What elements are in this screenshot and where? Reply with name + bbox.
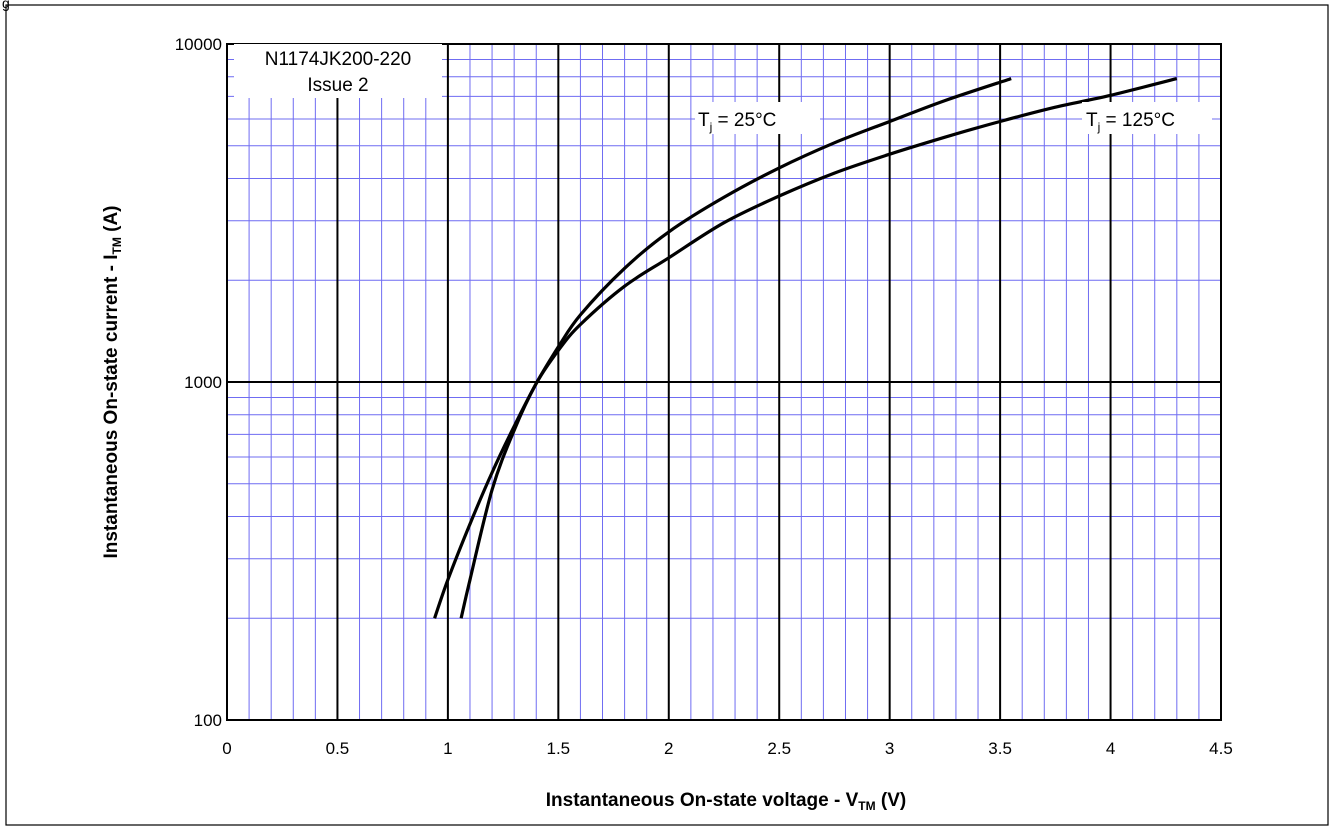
plot-grid	[227, 44, 1221, 720]
x-tick-label: 1.5	[547, 739, 571, 758]
chart-notes: N1174JK200-220 Issue 2	[234, 44, 442, 98]
x-tick-label: 4	[1106, 739, 1115, 758]
y-tick-labels: 100 1000 10000	[175, 35, 222, 730]
series-label-25c: Tj = 25°C	[695, 102, 820, 134]
y-tick-label: 100	[194, 711, 222, 730]
note-issue: Issue 2	[307, 75, 368, 96]
note-background	[234, 44, 442, 98]
x-tick-label: 0.5	[326, 739, 350, 758]
x-tick-label: 3	[885, 739, 894, 758]
x-tick-label: 2	[664, 739, 673, 758]
x-tick-label: 3.5	[988, 739, 1012, 758]
plot-area-border	[226, 43, 1222, 721]
y-tick-label: 10000	[175, 35, 222, 54]
x-tick-label: 4.5	[1209, 739, 1233, 758]
series-label-125c: Tj = 125°C	[1082, 102, 1212, 134]
figure-label: g	[2, 0, 10, 11]
y-tick-label: 1000	[184, 373, 222, 392]
x-axis-title: Instantaneous On-state voltage - VTM (V)	[546, 790, 906, 813]
x-tick-label: 2.5	[767, 739, 791, 758]
x-tick-label: 1	[443, 739, 452, 758]
x-tick-label: 0	[222, 739, 231, 758]
series-label-125c-background	[1082, 102, 1212, 134]
series-line-25c	[433, 77, 1012, 619]
x-tick-labels: 0 0.5 1 1.5 2 2.5 3 3.5 4 4.5	[222, 739, 1233, 758]
y-axis-title: Instantaneous On-state current - ITM (A)	[101, 205, 124, 558]
series-label-125c-text: Tj = 125°C	[1086, 110, 1175, 134]
note-part-number: N1174JK200-220	[265, 49, 411, 70]
data-series	[433, 77, 1178, 619]
series-label-25c-text: Tj = 25°C	[698, 110, 776, 134]
series-line-125c	[459, 77, 1178, 619]
series-label-25c-background	[695, 102, 820, 134]
